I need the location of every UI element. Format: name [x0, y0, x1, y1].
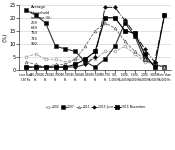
2002	[94, 58, 96, 60]
2007	[134, 35, 136, 37]
2015 June	[134, 32, 136, 34]
2002	[35, 53, 37, 55]
2011	[35, 64, 37, 65]
2015 November	[35, 66, 37, 68]
2007	[163, 66, 166, 68]
2015 June	[114, 6, 116, 8]
Y-axis label: (%): (%)	[3, 33, 8, 42]
2011	[134, 51, 136, 52]
Legend: 2002, 2007, 2011, 2015 June, 2015 November: 2002, 2007, 2011, 2015 June, 2015 Novemb…	[45, 105, 145, 109]
2015 June	[144, 48, 146, 50]
2015 November	[144, 53, 146, 55]
2015 November	[124, 30, 126, 32]
2007	[25, 9, 27, 11]
2007	[64, 48, 67, 50]
2015 November	[94, 51, 96, 52]
2007	[104, 58, 106, 60]
2002	[84, 58, 86, 60]
2007	[124, 22, 126, 24]
2015 November	[54, 66, 57, 68]
2011	[54, 64, 57, 65]
2002	[114, 51, 116, 52]
2011	[163, 66, 166, 68]
2015 June	[54, 66, 57, 68]
2015 June	[35, 66, 37, 68]
Line: 2002: 2002	[25, 45, 166, 68]
2011	[84, 45, 86, 47]
2011	[104, 22, 106, 24]
2002	[25, 56, 27, 58]
2002	[144, 61, 146, 63]
2015 November	[163, 14, 166, 16]
2015 November	[114, 17, 116, 19]
2002	[74, 58, 76, 60]
2015 June	[153, 61, 156, 63]
2015 November	[134, 32, 136, 34]
2011	[144, 58, 146, 60]
2015 June	[124, 20, 126, 21]
2002	[163, 66, 166, 68]
2007	[114, 45, 116, 47]
2011	[74, 58, 76, 60]
2002	[104, 51, 106, 52]
2011	[45, 66, 47, 68]
2015 November	[153, 66, 156, 68]
2007	[54, 45, 57, 47]
2015 June	[163, 14, 166, 16]
2002	[153, 64, 156, 65]
2015 June	[45, 66, 47, 68]
2015 June	[25, 66, 27, 68]
2015 June	[64, 66, 67, 68]
2007	[153, 64, 156, 65]
2015 November	[104, 17, 106, 19]
2015 June	[74, 66, 76, 68]
2007	[74, 51, 76, 52]
2007	[144, 58, 146, 60]
2002	[124, 45, 126, 47]
2002	[134, 53, 136, 55]
Line: 2015 November: 2015 November	[24, 13, 166, 69]
2011	[64, 64, 67, 65]
2011	[94, 30, 96, 32]
2007	[84, 61, 86, 63]
2002	[54, 58, 57, 60]
2015 November	[84, 58, 86, 60]
2011	[153, 64, 156, 65]
Line: 2015 June: 2015 June	[25, 6, 166, 68]
Line: 2007: 2007	[24, 8, 166, 69]
2015 November	[25, 66, 27, 68]
2007	[45, 22, 47, 24]
2015 June	[104, 6, 106, 8]
2011	[114, 27, 116, 29]
2015 November	[64, 66, 67, 68]
2002	[64, 61, 67, 63]
2015 November	[74, 64, 76, 65]
2007	[94, 66, 96, 68]
2015 November	[45, 66, 47, 68]
Text: Average
Household
income ($):
269
689
793
715
992: Average Household income ($): 269 689 79…	[31, 5, 52, 46]
2002	[45, 58, 47, 60]
Line: 2011: 2011	[25, 22, 166, 68]
2011	[124, 40, 126, 42]
2007	[35, 14, 37, 16]
2015 June	[84, 64, 86, 65]
2015 June	[94, 56, 96, 58]
2011	[25, 61, 27, 63]
